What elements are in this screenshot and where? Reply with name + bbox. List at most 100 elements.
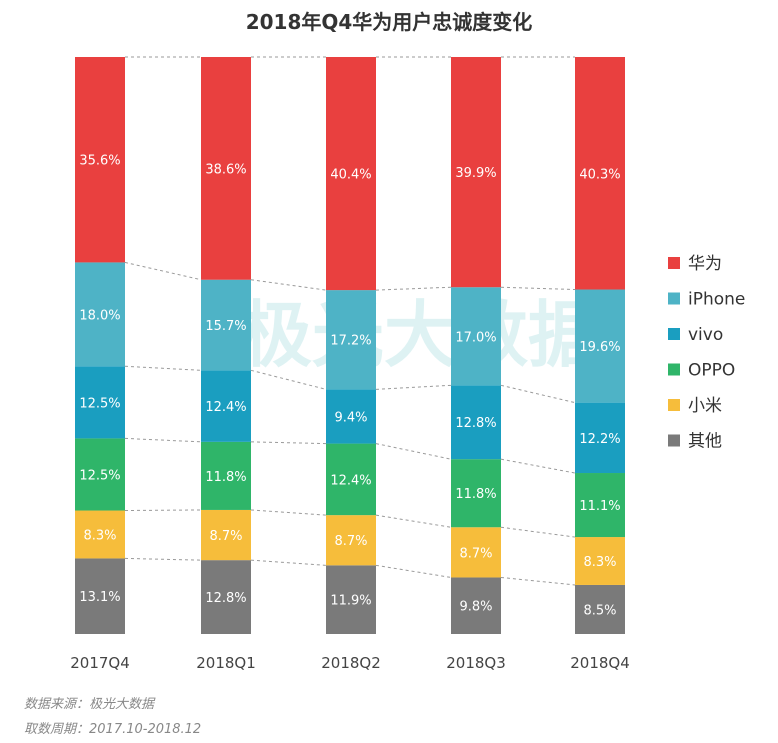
connector-line [375,443,452,460]
data-label: 12.2% [579,432,620,447]
data-label: 8.7% [334,534,367,549]
connector-line [500,458,576,474]
data-label: 8.5% [583,603,616,618]
x-tick-label: 2018Q3 [446,654,506,672]
bar-segment-vivo-2017Q4 [75,366,125,439]
data-label: 8.7% [459,546,492,561]
bar-segment-其他-2018Q2 [326,565,376,634]
connector-line [250,559,327,566]
x-tick-label: 2018Q2 [321,654,381,672]
connector-line [250,279,327,291]
bar-segment-OPPO-2017Q4 [75,438,125,511]
bar-segment-小米-2018Q1 [201,509,251,561]
bar-segment-OPPO-2018Q2 [326,443,376,516]
legend-swatch-iPhone [668,292,680,305]
connector-line [375,286,452,291]
bar-segment-华为-2018Q3 [451,57,501,288]
connector-line [375,564,452,578]
data-label: 13.1% [79,590,120,605]
data-label: 8.3% [83,528,116,543]
data-label: 12.8% [205,591,246,606]
bar-segment-iPhone-2018Q2 [326,290,376,390]
connector-line [124,509,202,512]
connector-line [124,557,202,561]
data-label: 19.6% [579,340,620,355]
bar-segment-vivo-2018Q2 [326,389,376,444]
bar-segment-iPhone-2018Q4 [575,289,625,403]
data-label: 12.5% [79,396,120,411]
data-label: 35.6% [79,154,120,169]
legend-label: 其他 [688,432,722,452]
legend-swatch-vivo [668,328,680,340]
bar-segment-iPhone-2017Q4 [75,262,125,367]
connector-lines [124,56,576,586]
data-label: 17.0% [455,330,496,345]
chart-title: 2018年Q4华为用户忠诚度变化 [245,10,533,34]
data-label: 8.7% [209,529,242,544]
bar-segment-华为-2018Q2 [326,57,376,291]
connector-line [124,365,202,371]
legend-label: OPPO [688,361,735,381]
data-label: 11.8% [455,487,496,502]
data-label: 9.4% [334,410,367,425]
data-label: 17.2% [330,334,371,349]
data-label: 12.4% [205,400,246,415]
legend-swatch-小米 [668,399,680,411]
data-label: 18.0% [79,308,120,323]
bar-segment-其他-2017Q4 [75,558,125,634]
x-tick-label: 2017Q4 [70,654,130,672]
bar-segment-vivo-2018Q3 [451,385,501,460]
x-axis-ticks: 2017Q4 2018Q1 2018Q2 2018Q3 2018Q4 [70,654,630,672]
legend-label: vivo [688,325,723,345]
data-label: 8.3% [583,555,616,570]
connector-line [375,384,452,390]
data-label: 39.9% [455,166,496,181]
bar-segment-OPPO-2018Q3 [451,459,501,528]
bar-segment-小米-2018Q3 [451,527,501,578]
watermark-text: 极光大数据 [240,293,600,377]
bar-segment-vivo-2018Q4 [575,402,625,474]
data-label: 12.5% [79,468,120,483]
data-label: 12.4% [330,473,371,488]
bar-segment-小米-2018Q2 [326,515,376,566]
connector-line [250,441,327,445]
connector-line [500,384,576,404]
bar-segment-OPPO-2018Q4 [575,473,625,538]
bar-segment-其他-2018Q1 [201,560,251,634]
connector-line [500,526,576,538]
data-label: 40.3% [579,167,620,182]
connector-line [250,369,327,390]
connector-line [124,437,202,443]
data-label: 15.7% [205,319,246,334]
legend-label: 华为 [688,254,722,274]
legend-swatch-其他 [668,434,680,447]
data-label: 11.1% [579,499,620,514]
bars: 13.1% 8.3% 12.5% 12.5% 18.0% 35.6% 12.8% 8.7% 11… [75,57,625,634]
bar-segment-vivo-2018Q1 [201,370,251,442]
data-label: 11.9% [330,594,371,609]
stacked-bar-chart: 极光大数据 13.1% 8.3% 12.5% 12.5% 18.0% 35.6% 12.8%… [70,56,745,672]
connector-line [375,514,452,528]
bar-segment-华为-2017Q4 [75,57,125,263]
data-label: 9.8% [459,600,492,615]
bar-segment-OPPO-2018Q1 [201,441,251,510]
bar-segment-iPhone-2018Q3 [451,287,501,386]
footer-source: 数据来源：极光大数据 [24,697,155,712]
legend-swatch-OPPO [668,363,680,376]
bar-segment-其他-2018Q4 [575,584,625,634]
bar-segment-小米-2018Q4 [575,537,625,585]
connector-line [124,261,202,281]
connector-line [500,576,576,586]
bar-segment-华为-2018Q4 [575,57,625,290]
data-label: 38.6% [205,162,246,177]
legend-swatch-华为 [668,257,680,269]
bar-segment-iPhone-2018Q1 [201,279,251,371]
data-label: 40.4% [330,168,371,183]
bar-segment-小米-2017Q4 [75,510,125,559]
bar-segment-其他-2018Q3 [451,577,501,634]
legend-label: 小米 [688,396,722,416]
legend-label: iPhone [688,290,745,310]
data-label: 12.8% [455,416,496,431]
connector-line [250,509,327,516]
